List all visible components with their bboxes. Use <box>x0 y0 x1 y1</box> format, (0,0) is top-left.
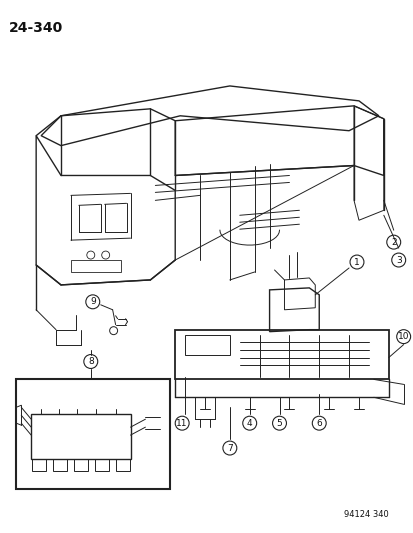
Text: 24-340: 24-340 <box>9 21 64 35</box>
Text: 6: 6 <box>316 419 321 427</box>
Bar <box>16 379 170 489</box>
Text: 9: 9 <box>90 297 95 306</box>
Text: 3: 3 <box>395 255 401 264</box>
Text: 2: 2 <box>390 238 396 247</box>
Text: 1: 1 <box>353 257 359 266</box>
Bar <box>71 260 120 272</box>
Text: 11: 11 <box>176 419 188 427</box>
Text: 5: 5 <box>276 419 282 427</box>
Bar <box>32 459 46 471</box>
Text: 10: 10 <box>397 332 408 341</box>
Text: 4: 4 <box>246 419 252 427</box>
Bar <box>74 459 88 471</box>
Bar <box>185 335 229 354</box>
Text: 94124 340: 94124 340 <box>343 510 388 519</box>
Bar <box>95 459 108 471</box>
Text: 7: 7 <box>226 443 232 453</box>
Bar <box>115 459 129 471</box>
Bar <box>53 459 67 471</box>
Text: 8: 8 <box>88 357 93 366</box>
Bar <box>31 414 130 459</box>
